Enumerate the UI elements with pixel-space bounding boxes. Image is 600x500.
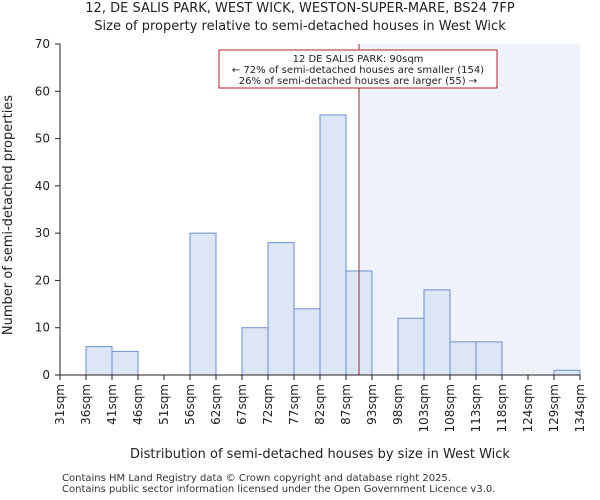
histogram-bar-67sqm (241, 327, 269, 376)
x-tick-label: 108sqm (443, 384, 457, 432)
chart-title: Size of property relative to semi-detach… (94, 19, 506, 34)
x-tick-label: 113sqm (469, 384, 483, 432)
x-tick-label: 36sqm (79, 384, 93, 425)
histogram-bar-41sqm (111, 350, 139, 376)
x-tick-label: 72sqm (261, 384, 275, 425)
histogram-bar-77sqm (293, 308, 321, 376)
histogram-bar-36sqm (85, 346, 113, 376)
histogram-bar-129sqm (553, 369, 581, 376)
histogram-bar-56sqm (189, 232, 217, 376)
footer-licence: Contains public sector information licen… (62, 484, 496, 495)
x-tick-label: 77sqm (287, 384, 301, 425)
x-tick-label: 46sqm (131, 384, 145, 425)
chart-title-address: 12, DE SALIS PARK, WEST WICK, WESTON-SUP… (85, 1, 515, 16)
x-axis-label: Distribution of semi-detached houses by … (130, 447, 510, 462)
x-tick-label: 93sqm (365, 384, 379, 425)
x-tick-label: 98sqm (391, 384, 405, 425)
x-tick-label: 41sqm (105, 384, 119, 425)
x-tick-label: 134sqm (573, 384, 587, 432)
x-tick-label: 129sqm (547, 384, 561, 432)
histogram-bar-103sqm (423, 289, 451, 376)
y-tick-label: 20 (35, 273, 50, 287)
property-annotation-box: 12 DE SALIS PARK: 90sqm ← 72% of semi-de… (218, 49, 498, 89)
x-tick-label: 124sqm (521, 384, 535, 432)
x-tick-label: 103sqm (417, 384, 431, 432)
x-tick-label: 56sqm (183, 384, 197, 425)
x-tick-label: 87sqm (339, 384, 353, 425)
y-tick-label: 40 (35, 179, 50, 193)
y-axis-label: Number of semi-detached properties (1, 95, 16, 335)
y-tick-label: 50 (35, 132, 50, 146)
y-tick-label: 0 (42, 368, 50, 382)
y-axis-ticks: 0 10 20 30 40 50 60 70 (35, 37, 60, 382)
x-tick-label: 31sqm (53, 384, 67, 425)
histogram-bar-108sqm (449, 341, 477, 376)
annotation-smaller: ← 72% of semi-detached houses are smalle… (232, 65, 484, 76)
y-tick-label: 70 (35, 37, 50, 51)
annotation-larger: 26% of semi-detached houses are larger (… (239, 76, 477, 87)
larger-houses-region (359, 44, 580, 375)
histogram-bar-113sqm (475, 341, 503, 376)
annotation-title: 12 DE SALIS PARK: 90sqm (293, 54, 424, 65)
y-tick-label: 10 (35, 321, 50, 335)
histogram-bar-98sqm (397, 317, 425, 376)
x-tick-label: 82sqm (313, 384, 327, 425)
x-axis-ticks: 31sqm 36sqm 41sqm 46sqm 51sqm 56sqm 62sqm 67sqm… (53, 375, 587, 432)
histogram-bar-82sqm (319, 114, 347, 376)
x-tick-label: 51sqm (157, 384, 171, 425)
y-tick-label: 30 (35, 226, 50, 240)
y-tick-label: 60 (35, 84, 50, 98)
x-tick-label: 118sqm (495, 384, 509, 432)
x-tick-label: 62sqm (209, 384, 223, 425)
footer-copyright: Contains HM Land Registry data © Crown c… (62, 473, 451, 484)
histogram-bar-72sqm (267, 242, 295, 376)
x-tick-label: 67sqm (235, 384, 249, 425)
